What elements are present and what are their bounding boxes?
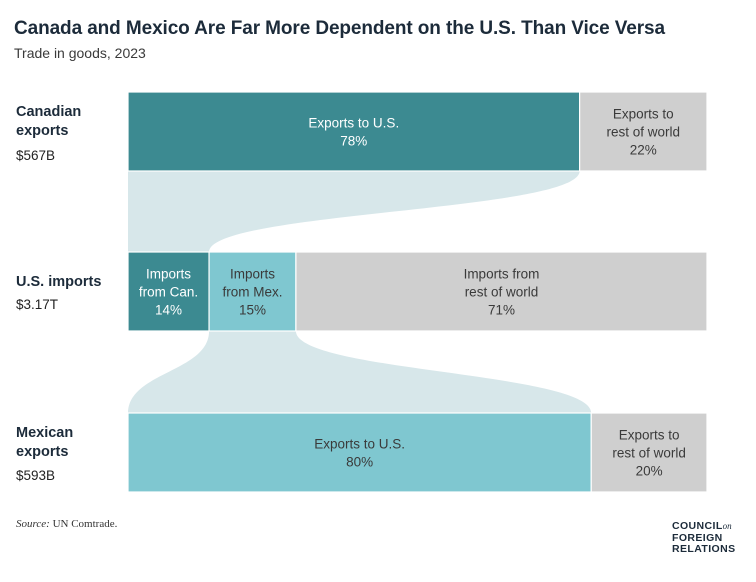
us-imports-from-can-value-label: 14% [155, 303, 182, 318]
us-row-value: $3.17T [16, 297, 59, 312]
us-imports-from-can-label-line-2: from Can. [139, 285, 198, 300]
source-note: Source: UN Comtrade. [16, 518, 117, 530]
us-imports-from-mex-label-line-1: Imports [230, 267, 275, 282]
us-imports-from-rest-of-world-bar [295, 251, 708, 332]
logo-line3: RELATIONS [672, 543, 736, 555]
logo-line2: FOREIGN [672, 531, 723, 544]
canada-exports-to-rest-of-world-label-line-1: Exports to [613, 107, 674, 122]
mexico-exports-to-rest-of-world-value-label: 20% [636, 464, 663, 479]
us-imports-from-rest-of-world-label-line-1: Imports from [464, 267, 540, 282]
canada-row-label: Canadian exports [16, 103, 81, 141]
cfr-logo: COUNCILon FOREIGN RELATIONS [672, 520, 736, 556]
mexico-exports-to-rest-of-world-label-line-1: Exports to [619, 428, 680, 443]
logo-on: on [722, 521, 732, 531]
canada-exports-to-u-s-value-label: 78% [340, 134, 367, 149]
us-row-label: U.S. imports [16, 274, 102, 290]
mexico-row-label-line2: exports [16, 444, 69, 460]
canada-exports-to-u-s-label-line-1: Exports to U.S. [308, 116, 399, 131]
mexico-exports-to-rest-of-world-bar [590, 412, 708, 493]
us-imports-from-can-label-line-1: Imports [146, 267, 191, 282]
canada-exports-to-rest-of-world-value-label: 22% [630, 143, 657, 158]
us-imports-from-mex-label-line-2: from Mex. [222, 285, 282, 300]
canada-row-label-line1: Canadian [16, 104, 82, 120]
chart-title: Canada and Mexico Are Far More Dependent… [14, 18, 665, 39]
flow-canada-to-us [128, 171, 580, 252]
chart-subtitle: Trade in goods, 2023 [14, 45, 146, 61]
canada-exports-to-u-s-bar [127, 91, 581, 172]
mexico-exports-to-u-s-value-label: 80% [346, 455, 373, 470]
canada-exports-to-rest-of-world-label-line-2: rest of world [607, 125, 681, 140]
canada-row-label-line2: exports [16, 123, 69, 139]
flow-mexico-to-us [128, 331, 592, 413]
mexico-row-label: Mexican exports [16, 424, 73, 462]
mexico-exports-to-u-s-label-line-1: Exports to U.S. [314, 437, 405, 452]
us-imports-from-mex-value-label: 15% [239, 303, 266, 318]
us-imports-from-rest-of-world-value-label: 71% [488, 303, 515, 318]
source-label: Source: [16, 518, 50, 530]
logo-line1: COUNCIL [672, 520, 723, 532]
canada-exports-to-rest-of-world-bar [579, 91, 708, 172]
mexico-row-label-line1: Mexican [16, 425, 74, 441]
canada-row-value: $567B [16, 148, 56, 163]
source-text: UN Comtrade. [52, 518, 118, 530]
mexico-row-value: $593B [16, 468, 56, 483]
mexico-exports-to-rest-of-world-label-line-2: rest of world [612, 446, 686, 461]
mexico-exports-to-u-s-bar [127, 412, 592, 493]
us-imports-from-rest-of-world-label-line-2: rest of world [465, 285, 539, 300]
